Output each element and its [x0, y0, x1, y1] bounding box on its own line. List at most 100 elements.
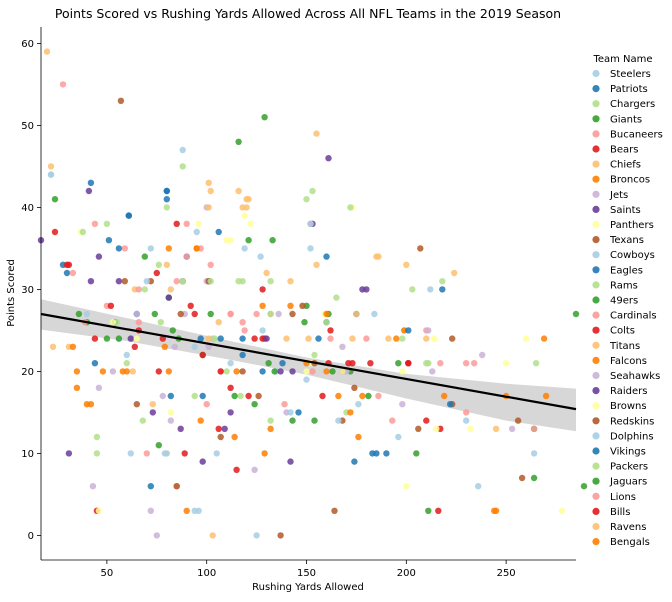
y-tick-label: 60 — [21, 39, 34, 50]
data-point — [239, 368, 246, 375]
legend-marker — [592, 145, 600, 153]
data-point — [309, 368, 316, 375]
data-point — [347, 409, 354, 416]
data-point — [139, 417, 146, 424]
data-point — [193, 228, 200, 236]
legend-label: Ravens — [610, 522, 646, 533]
data-point — [179, 278, 186, 285]
legend-label: Packers — [610, 462, 648, 473]
data-point — [303, 376, 310, 383]
data-point — [209, 532, 216, 539]
data-point — [385, 335, 392, 342]
data-point — [323, 310, 330, 318]
data-point — [423, 335, 430, 342]
data-point — [463, 360, 470, 367]
data-point — [339, 343, 346, 350]
data-point — [103, 220, 111, 227]
data-point — [73, 368, 81, 375]
data-point — [239, 335, 246, 342]
data-point — [323, 253, 330, 260]
data-point — [161, 343, 168, 350]
data-point — [279, 360, 286, 367]
data-point — [451, 269, 458, 277]
data-point — [359, 392, 366, 400]
data-point — [439, 278, 446, 285]
data-point — [123, 360, 130, 367]
data-point — [427, 286, 434, 293]
data-point — [323, 368, 330, 375]
data-point — [149, 401, 156, 408]
data-point — [47, 163, 55, 170]
data-point — [129, 368, 136, 375]
data-point — [233, 368, 240, 375]
data-point — [173, 483, 180, 490]
data-point — [93, 433, 101, 441]
legend-marker — [592, 462, 600, 470]
data-point — [51, 196, 59, 203]
data-point — [241, 212, 248, 219]
data-point — [355, 433, 362, 441]
data-point — [163, 204, 170, 211]
legend-marker — [592, 205, 600, 213]
data-point — [333, 294, 340, 301]
data-point — [540, 335, 548, 342]
legend-label: Giants — [610, 114, 642, 125]
data-point — [303, 196, 310, 203]
data-point — [127, 335, 134, 342]
legend-marker — [592, 296, 600, 304]
data-point — [125, 212, 132, 219]
legend-marker — [592, 85, 600, 93]
data-point — [301, 319, 308, 326]
legend-label: Titans — [609, 341, 640, 352]
data-point — [197, 417, 204, 424]
data-point — [169, 327, 176, 334]
legend-label: Browns — [610, 401, 647, 412]
data-point — [243, 204, 250, 211]
data-point — [237, 392, 244, 400]
data-point — [115, 245, 123, 252]
data-point — [287, 458, 294, 465]
data-point — [323, 319, 330, 326]
data-point — [518, 474, 526, 482]
data-point — [514, 417, 522, 424]
data-point — [331, 507, 338, 514]
data-point — [227, 409, 234, 416]
legend-label: Jets — [609, 190, 628, 201]
legend-label: Bears — [610, 145, 638, 156]
data-point — [183, 220, 190, 227]
data-point — [177, 310, 184, 318]
data-point — [211, 335, 218, 342]
data-point — [167, 392, 174, 400]
legend-marker — [592, 356, 600, 364]
data-point — [207, 310, 214, 318]
data-point — [542, 392, 550, 400]
data-point — [143, 278, 150, 285]
data-point — [167, 417, 174, 424]
data-point — [207, 261, 214, 268]
data-point — [155, 442, 162, 449]
data-point — [389, 417, 396, 424]
data-point — [85, 187, 93, 195]
data-point — [349, 360, 356, 367]
data-point — [508, 425, 516, 432]
legend-marker — [592, 100, 600, 108]
data-point — [363, 335, 370, 342]
data-point — [491, 507, 498, 514]
legend-label: Steelers — [610, 69, 651, 80]
data-point — [141, 253, 148, 260]
data-point — [305, 335, 312, 342]
data-point — [167, 286, 174, 293]
data-point — [259, 286, 266, 293]
data-point — [95, 384, 103, 391]
data-point — [415, 425, 422, 432]
legend-label: Rams — [610, 280, 638, 291]
data-point — [271, 368, 278, 375]
legend-label: Cowboys — [610, 250, 655, 261]
data-point — [239, 351, 246, 359]
y-tick-label: 40 — [21, 203, 34, 214]
data-point — [187, 302, 194, 309]
data-point — [87, 278, 95, 285]
data-point — [355, 401, 362, 408]
data-point — [403, 483, 410, 490]
